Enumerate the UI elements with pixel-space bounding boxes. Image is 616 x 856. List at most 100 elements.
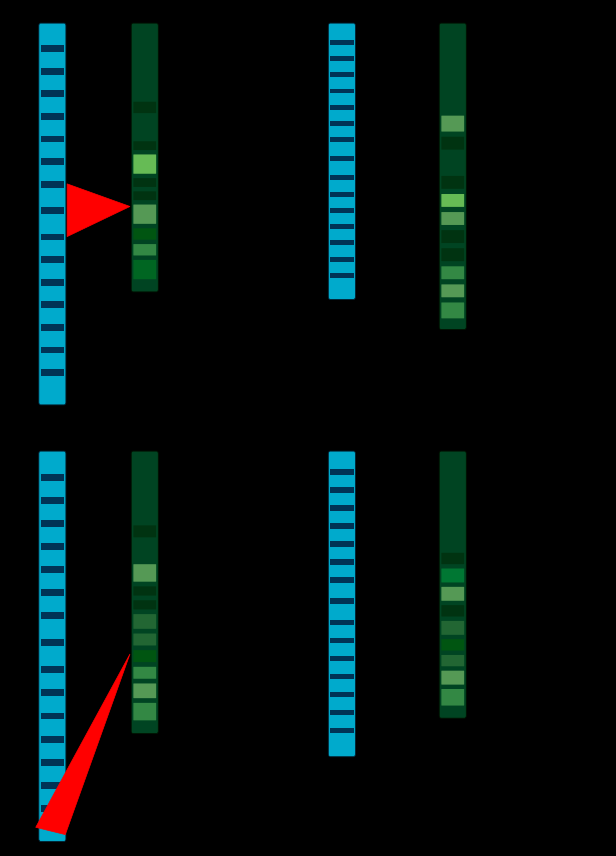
FancyBboxPatch shape [134, 102, 156, 113]
FancyBboxPatch shape [442, 176, 464, 189]
FancyBboxPatch shape [442, 230, 464, 243]
FancyBboxPatch shape [134, 600, 156, 609]
FancyBboxPatch shape [442, 670, 464, 685]
Bar [330, 728, 354, 733]
FancyBboxPatch shape [134, 526, 156, 538]
FancyBboxPatch shape [439, 451, 466, 718]
FancyBboxPatch shape [134, 542, 156, 560]
Bar [41, 612, 64, 620]
Polygon shape [67, 184, 130, 236]
FancyBboxPatch shape [134, 117, 156, 137]
Bar [330, 692, 354, 697]
Bar [330, 598, 354, 604]
Bar [41, 91, 64, 98]
FancyBboxPatch shape [442, 534, 464, 549]
Bar [41, 543, 64, 550]
FancyBboxPatch shape [442, 587, 464, 601]
Bar [41, 782, 64, 789]
FancyBboxPatch shape [442, 194, 464, 207]
Bar [330, 487, 354, 493]
Bar [330, 122, 354, 126]
FancyBboxPatch shape [134, 260, 156, 279]
Bar [41, 520, 64, 527]
Bar [41, 158, 64, 165]
Bar [330, 105, 354, 110]
Bar [330, 560, 354, 565]
FancyBboxPatch shape [442, 137, 464, 150]
Bar [330, 257, 354, 262]
Bar [330, 39, 354, 45]
Bar [41, 135, 64, 142]
FancyBboxPatch shape [134, 244, 156, 255]
FancyBboxPatch shape [442, 284, 464, 297]
Bar [41, 279, 64, 286]
Bar [41, 689, 64, 697]
Bar [330, 88, 354, 93]
FancyBboxPatch shape [442, 94, 464, 110]
Bar [41, 45, 64, 52]
FancyBboxPatch shape [442, 568, 464, 582]
Bar [330, 505, 354, 511]
Bar [330, 157, 354, 161]
Bar [330, 656, 354, 661]
FancyBboxPatch shape [442, 266, 464, 279]
FancyBboxPatch shape [328, 451, 355, 757]
FancyBboxPatch shape [134, 178, 156, 187]
FancyBboxPatch shape [134, 586, 156, 596]
Bar [41, 473, 64, 481]
Bar [41, 347, 64, 354]
FancyBboxPatch shape [134, 141, 156, 150]
Bar [41, 758, 64, 766]
FancyBboxPatch shape [131, 23, 158, 292]
Bar [41, 369, 64, 376]
FancyBboxPatch shape [442, 639, 464, 651]
Bar [41, 301, 64, 308]
Bar [41, 566, 64, 574]
FancyBboxPatch shape [328, 23, 355, 300]
Polygon shape [36, 654, 130, 835]
Bar [41, 666, 64, 674]
Bar [330, 241, 354, 246]
FancyBboxPatch shape [134, 614, 156, 629]
Bar [41, 207, 64, 214]
Bar [330, 138, 354, 142]
FancyBboxPatch shape [442, 212, 464, 225]
FancyBboxPatch shape [442, 605, 464, 616]
Bar [41, 712, 64, 719]
Bar [41, 324, 64, 330]
Bar [330, 208, 354, 213]
Bar [41, 113, 64, 120]
Bar [330, 192, 354, 197]
Bar [41, 735, 64, 743]
Bar [41, 639, 64, 646]
Bar [330, 578, 354, 583]
FancyBboxPatch shape [442, 116, 464, 132]
Bar [41, 805, 64, 811]
FancyBboxPatch shape [134, 205, 156, 223]
Bar [330, 273, 354, 278]
Bar [41, 234, 64, 241]
Bar [330, 56, 354, 61]
Bar [330, 469, 354, 475]
FancyBboxPatch shape [134, 564, 156, 582]
FancyBboxPatch shape [134, 633, 156, 645]
FancyBboxPatch shape [442, 248, 464, 261]
Bar [41, 68, 64, 74]
Bar [330, 541, 354, 547]
FancyBboxPatch shape [39, 23, 66, 405]
Bar [330, 175, 354, 181]
Bar [330, 72, 354, 77]
Bar [41, 589, 64, 596]
FancyBboxPatch shape [134, 154, 156, 174]
Bar [330, 638, 354, 643]
Bar [330, 224, 354, 229]
Bar [330, 710, 354, 715]
FancyBboxPatch shape [134, 703, 156, 721]
FancyBboxPatch shape [39, 451, 66, 841]
FancyBboxPatch shape [134, 192, 156, 200]
Bar [330, 674, 354, 679]
FancyBboxPatch shape [442, 689, 464, 705]
Bar [330, 523, 354, 529]
FancyBboxPatch shape [134, 229, 156, 240]
FancyBboxPatch shape [134, 651, 156, 663]
